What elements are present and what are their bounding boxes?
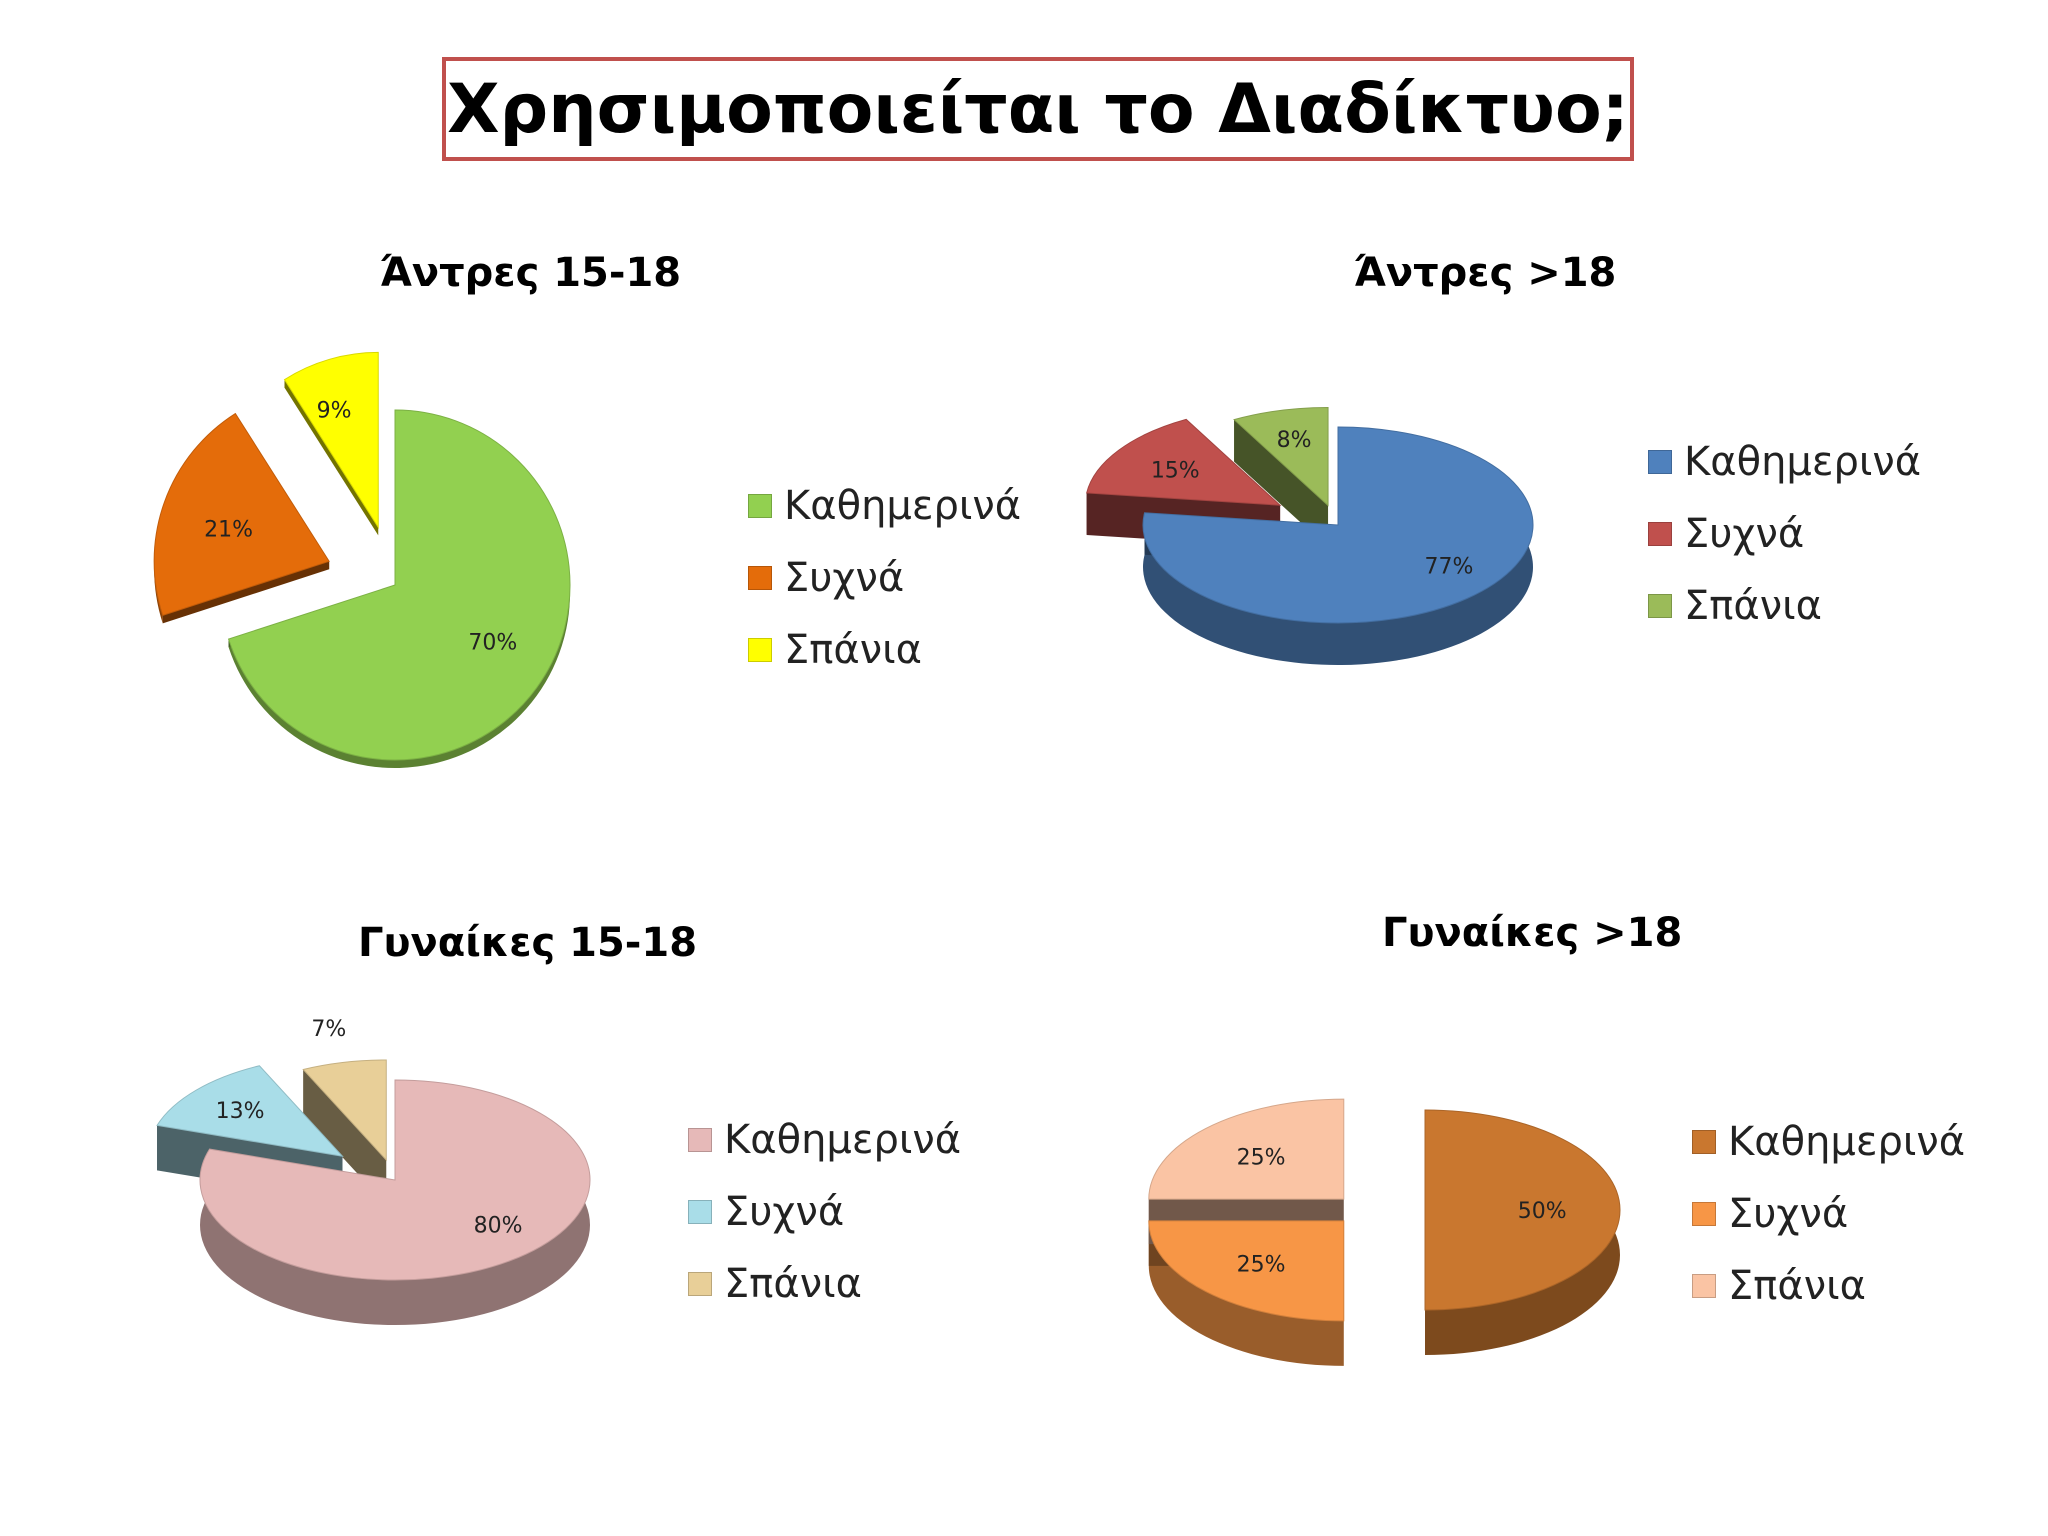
- legend-women-15-18: Καθημερινά Συχνά Σπάνια: [688, 1104, 961, 1320]
- data-label: 7%: [311, 1017, 346, 1042]
- legend-swatch: [1648, 594, 1672, 618]
- legend-swatch: [748, 566, 772, 590]
- legend-item: Καθημερινά: [1692, 1106, 1965, 1178]
- pie-slice-1: [199, 1079, 591, 1281]
- legend-swatch: [688, 1128, 712, 1152]
- data-label: 25%: [1237, 1146, 1286, 1171]
- legend-label: Σπάνια: [1684, 583, 1822, 629]
- pie-slice-wall: [1234, 419, 1329, 548]
- pie-slice-3: [1233, 407, 1329, 507]
- pie-chart-women-15-18: 80% 13% 7%: [156, 1017, 591, 1325]
- legend-label: Καθημερινά: [784, 483, 1022, 529]
- pie-slice-3: [302, 1059, 387, 1162]
- legend-label: Συχνά: [1728, 1191, 1849, 1237]
- pie-slice-wall: [284, 379, 379, 536]
- pie-slice-1: [227, 409, 571, 761]
- legend-swatch: [748, 638, 772, 662]
- chart-title-women-over-18: Γυναίκες >18: [1382, 910, 1683, 956]
- legend-label: Σπάνια: [784, 627, 922, 673]
- legend-label: Καθημερινά: [1728, 1119, 1966, 1165]
- legend-label: Συχνά: [1684, 511, 1805, 557]
- legend-item: Καθημερινά: [688, 1104, 961, 1176]
- legend-swatch: [748, 494, 772, 518]
- legend-label: Καθημερινά: [724, 1117, 962, 1163]
- legend-label: Σπάνια: [1728, 1263, 1866, 1309]
- pie-chart-men-over-18: 77% 15% 8%: [1086, 407, 1534, 665]
- data-label: 9%: [317, 399, 352, 424]
- legend-swatch: [1692, 1202, 1716, 1226]
- legend-label: Σπάνια: [724, 1261, 862, 1307]
- legend-item: Σπάνια: [1692, 1250, 1965, 1322]
- legend-men-15-18: Καθημερινά Συχνά Σπάνια: [748, 470, 1021, 686]
- legend-item: Συχνά: [1692, 1178, 1965, 1250]
- legend-item: Σπάνια: [1648, 570, 1921, 642]
- pie-slice-2: [1148, 1220, 1345, 1322]
- data-label: 13%: [216, 1099, 265, 1124]
- legend-swatch: [1648, 450, 1672, 474]
- legend-swatch: [1692, 1130, 1716, 1154]
- pie-slice-1: [1424, 1109, 1621, 1311]
- legend-men-over-18: Καθημερινά Συχνά Σπάνια: [1648, 426, 1921, 642]
- pie-slice-2: [156, 1065, 344, 1157]
- data-label: 25%: [1237, 1252, 1286, 1277]
- legend-women-over-18: Καθημερινά Συχνά Σπάνια: [1692, 1106, 1965, 1322]
- data-label: 80%: [474, 1213, 523, 1238]
- page-title-box: Χρησιμοποιείται το Διαδίκτυο;: [442, 57, 1634, 161]
- legend-swatch: [1648, 522, 1672, 546]
- legend-item: Καθημερινά: [748, 470, 1021, 542]
- page-title: Χρησιμοποιείται το Διαδίκτυο;: [447, 69, 1629, 149]
- pie-slice-1: [1142, 426, 1534, 624]
- pie-slice-3: [283, 351, 379, 530]
- data-label: 50%: [1518, 1199, 1567, 1224]
- data-label: 21%: [204, 518, 253, 543]
- pie-slice-3: [1148, 1098, 1345, 1200]
- pie-slice-2: [153, 412, 330, 616]
- pie-chart-women-over-18: 50% 25% 25%: [1148, 1098, 1621, 1366]
- data-label: 15%: [1151, 458, 1200, 483]
- legend-swatch: [688, 1272, 712, 1296]
- pie-slice-2: [1086, 418, 1282, 506]
- legend-swatch: [1692, 1274, 1716, 1298]
- legend-item: Σπάνια: [688, 1248, 961, 1320]
- pie-slice-wall: [303, 1069, 387, 1205]
- legend-item: Καθημερινά: [1648, 426, 1921, 498]
- legend-item: Συχνά: [688, 1176, 961, 1248]
- data-label: 77%: [1424, 554, 1473, 579]
- chart-title-men-15-18: Άντρες 15-18: [380, 250, 682, 296]
- pie-slice-wall: [162, 561, 330, 624]
- legend-label: Καθημερινά: [1684, 439, 1922, 485]
- chart-title-women-15-18: Γυναίκες 15-18: [358, 920, 698, 966]
- pie-slice-side: [1148, 1220, 1344, 1366]
- data-label: 8%: [1277, 428, 1312, 453]
- pie-chart-men-15-18: 70% 21% 9%: [153, 351, 571, 768]
- legend-item: Συχνά: [1648, 498, 1921, 570]
- data-label: 70%: [468, 631, 517, 656]
- legend-label: Συχνά: [784, 555, 905, 601]
- legend-swatch: [688, 1200, 712, 1224]
- legend-item: Συχνά: [748, 542, 1021, 614]
- chart-title-men-over-18: Άντρες >18: [1354, 250, 1617, 296]
- legend-item: Σπάνια: [748, 614, 1021, 686]
- legend-label: Συχνά: [724, 1189, 845, 1235]
